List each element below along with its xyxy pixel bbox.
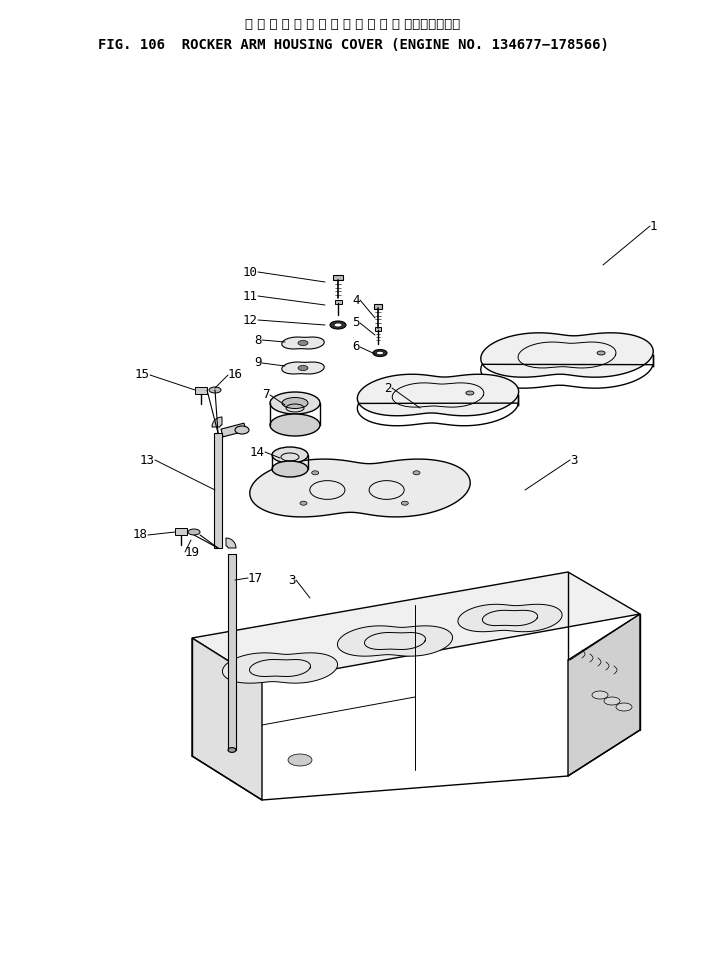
Polygon shape (192, 572, 640, 682)
Ellipse shape (298, 365, 308, 370)
Bar (374, 304, 382, 309)
Ellipse shape (373, 350, 387, 356)
Ellipse shape (282, 397, 308, 408)
Polygon shape (282, 337, 324, 349)
Bar (335, 300, 342, 304)
Ellipse shape (604, 697, 620, 705)
Text: 17: 17 (248, 572, 263, 584)
Text: FIG. 106  ROCKER ARM HOUSING COVER (ENGINE NO. 134677−178566): FIG. 106 ROCKER ARM HOUSING COVER (ENGIN… (97, 38, 609, 52)
Ellipse shape (401, 502, 408, 506)
Ellipse shape (272, 461, 308, 477)
Ellipse shape (592, 691, 608, 699)
Polygon shape (282, 362, 324, 374)
Polygon shape (357, 374, 519, 416)
Bar (175, 528, 187, 535)
Polygon shape (212, 417, 222, 427)
Ellipse shape (228, 748, 236, 752)
Text: 5: 5 (352, 317, 360, 329)
Bar (195, 387, 207, 394)
Polygon shape (228, 554, 236, 750)
Ellipse shape (270, 414, 320, 436)
Ellipse shape (209, 387, 221, 393)
Text: 7: 7 (263, 389, 270, 401)
Polygon shape (214, 433, 222, 548)
Text: 8: 8 (254, 333, 262, 347)
Text: 14: 14 (250, 445, 265, 459)
Text: 19: 19 (185, 545, 200, 558)
Polygon shape (222, 653, 337, 683)
Ellipse shape (235, 426, 249, 434)
Text: 9: 9 (254, 356, 262, 369)
Polygon shape (221, 423, 246, 437)
Ellipse shape (616, 703, 632, 711)
Text: 6: 6 (352, 341, 360, 354)
Ellipse shape (300, 502, 307, 506)
Text: 2: 2 (385, 382, 392, 394)
Ellipse shape (597, 351, 605, 355)
Ellipse shape (334, 323, 342, 327)
Text: 3: 3 (570, 454, 578, 467)
Ellipse shape (298, 341, 308, 346)
Polygon shape (458, 604, 562, 632)
Text: 4: 4 (352, 293, 360, 307)
Text: 13: 13 (140, 454, 155, 467)
Ellipse shape (466, 391, 474, 395)
Polygon shape (568, 614, 640, 776)
Text: ロ ッ カ ア ー ム ハ ウ ジ ン グ カ バ ー　　適用号機: ロ ッ カ ア ー ム ハ ウ ジ ン グ カ バ ー 適用号機 (246, 18, 460, 31)
Ellipse shape (376, 352, 383, 355)
Polygon shape (337, 626, 453, 656)
Bar (375, 327, 381, 331)
Polygon shape (481, 333, 653, 377)
Ellipse shape (272, 447, 308, 463)
Ellipse shape (311, 470, 318, 474)
Text: 16: 16 (228, 368, 243, 382)
Text: 11: 11 (243, 289, 258, 303)
Ellipse shape (330, 321, 346, 329)
Ellipse shape (413, 470, 420, 474)
Text: 18: 18 (133, 529, 148, 542)
Text: 15: 15 (135, 368, 150, 382)
Bar (333, 275, 343, 280)
Ellipse shape (288, 754, 312, 766)
Polygon shape (250, 459, 470, 517)
Polygon shape (192, 638, 262, 800)
Text: 1: 1 (650, 219, 657, 233)
Polygon shape (226, 538, 236, 548)
Ellipse shape (270, 392, 320, 414)
Ellipse shape (188, 529, 200, 535)
Text: 12: 12 (243, 314, 258, 326)
Text: 10: 10 (243, 266, 258, 279)
Text: 3: 3 (289, 574, 296, 586)
